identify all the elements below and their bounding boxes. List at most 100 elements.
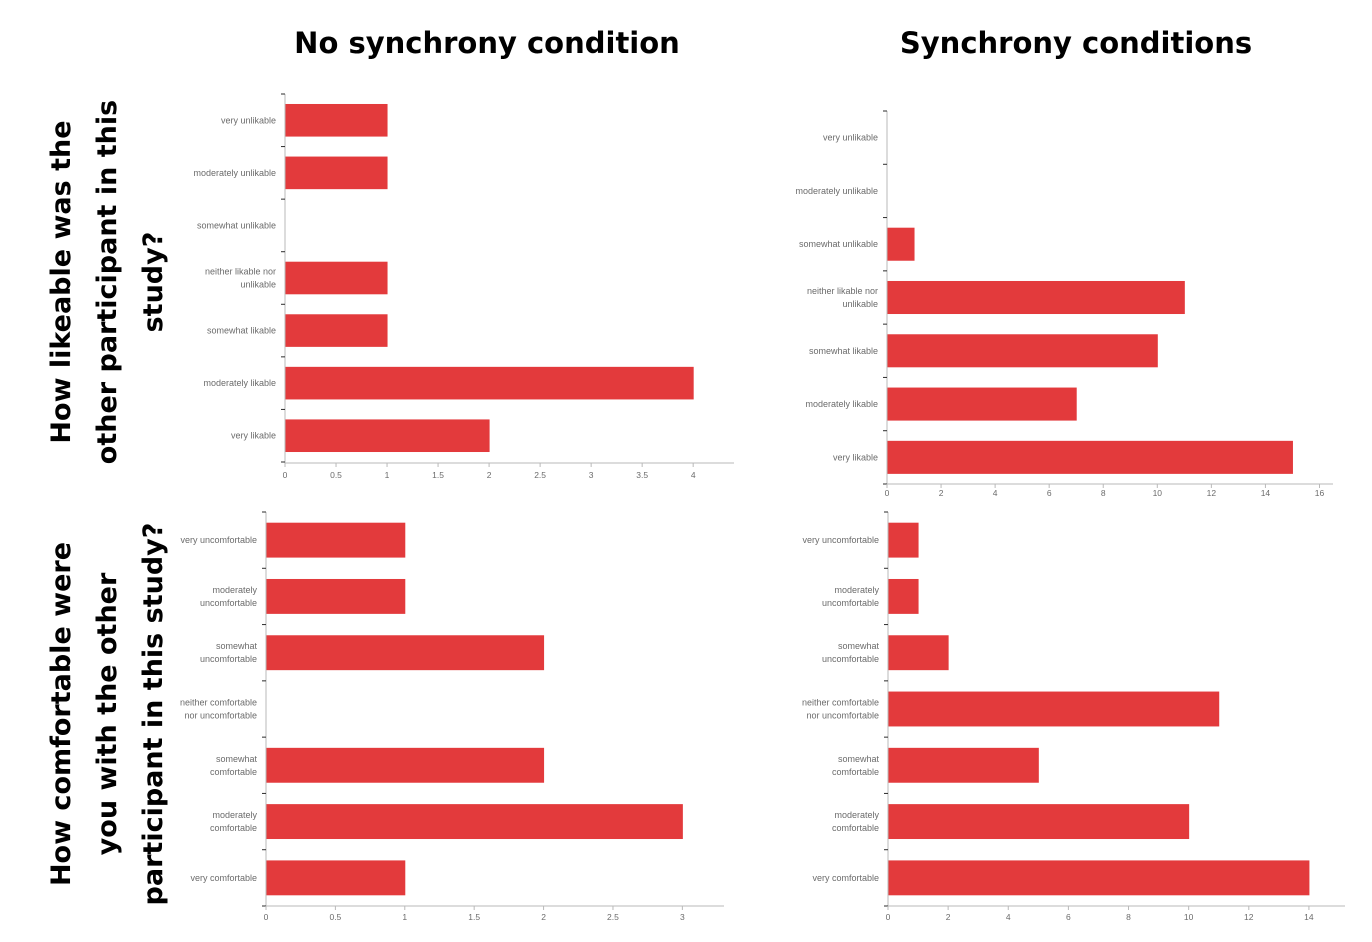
likeable-no-sync-category-label: moderately unlikable [193, 168, 276, 178]
likeable-sync-chart: very unlikable moderately unlikable somewh… [795, 110, 1333, 498]
comfortable-no-sync-bar [266, 578, 406, 614]
likeable-sync-bar [887, 280, 1185, 315]
likeable-sync-x-tick-label: 14 [1261, 488, 1271, 498]
likeable-sync-category-label: somewhat likable [809, 346, 878, 356]
comfortable-no-sync-bar [266, 804, 683, 840]
comfortable-sync-bar [888, 691, 1220, 727]
likeable-no-sync-bar [285, 419, 490, 453]
likeable-sync-category-label: somewhat unlikable [799, 239, 878, 249]
likeable-sync-x-tick-label: 2 [939, 488, 944, 498]
likeable-no-sync-x-tick-label: 1.5 [432, 470, 444, 480]
likeable-no-sync-category-label: unlikable [240, 280, 276, 290]
likeable-sync-bar [887, 440, 1293, 474]
likeable-sync-bar [887, 387, 1077, 421]
comfortable-no-sync-bar [266, 522, 406, 558]
comfortable-sync-x-tick-label: 14 [1304, 912, 1314, 922]
likeable-sync-x-tick-label: 0 [885, 488, 890, 498]
comfortable-sync-x-tick-label: 10 [1184, 912, 1194, 922]
likeable-no-sync-bar [285, 261, 388, 295]
likeable-sync-x-tick-label: 6 [1047, 488, 1052, 498]
likeable-no-sync-category-label: neither likable nor [205, 267, 276, 277]
comfortable-no-sync-x-tick-label: 2.5 [607, 912, 619, 922]
comfortable-sync-bar [888, 578, 919, 614]
comfortable-sync-bar [888, 860, 1310, 896]
likeable-no-sync-bar [285, 156, 388, 190]
comfortable-no-sync-x-tick-label: 0 [264, 912, 269, 922]
comfortable-sync-x-tick-label: 6 [1066, 912, 1071, 922]
likeable-sync-category-label: moderately unlikable [795, 186, 878, 196]
likeable-no-sync-x-tick-label: 4 [691, 470, 696, 480]
comfortable-sync-category-label: uncomfortable [822, 598, 879, 608]
comfortable-no-sync-bar [266, 860, 406, 896]
comfortable-no-sync-bar [266, 747, 545, 783]
comfortable-sync-x-tick-label: 12 [1244, 912, 1254, 922]
comfortable-no-sync-category-label: comfortable [210, 823, 257, 833]
comfortable-no-sync-x-tick-label: 1 [402, 912, 407, 922]
comfortable-sync-x-tick-label: 2 [946, 912, 951, 922]
likeable-no-sync-category-label: very likable [231, 431, 276, 441]
column-title-synchrony: Synchrony conditions [899, 26, 1253, 60]
comfortable-sync-category-label: very comfortable [812, 873, 879, 883]
comfortable-sync-x-tick-label: 4 [1006, 912, 1011, 922]
comfortable-sync-category-label: moderately [834, 585, 879, 595]
comfortable-sync-bar [888, 522, 919, 558]
comfortable-no-sync-category-label: comfortable [210, 767, 257, 777]
comfortable-sync-category-label: moderately [834, 810, 879, 820]
likeable-no-sync-category-label: somewhat likable [207, 326, 276, 336]
comfortable-sync-chart: very uncomfortable moderately uncomfortabl… [802, 511, 1345, 922]
likeable-sync-bar [887, 334, 1158, 368]
likeable-sync-x-tick-label: 4 [993, 488, 998, 498]
comfortable-sync-category-label: uncomfortable [822, 654, 879, 664]
likeable-no-sync-bar [285, 103, 388, 137]
comfortable-no-sync-x-tick-label: 1.5 [468, 912, 480, 922]
likeable-no-sync-x-tick-label: 1 [385, 470, 390, 480]
comfortable-no-sync-category-label: very comfortable [190, 873, 257, 883]
likeable-sync-bar [887, 227, 915, 261]
comfortable-no-sync-x-tick-label: 0.5 [329, 912, 341, 922]
comfortable-sync-category-label: somewhat [838, 754, 880, 764]
likeable-sync-x-tick-label: 16 [1315, 488, 1325, 498]
comfortable-sync-category-label: comfortable [832, 823, 879, 833]
comfortable-no-sync-category-label: very uncomfortable [180, 535, 257, 545]
comfortable-sync-bar [888, 747, 1039, 783]
comfortable-sync-category-label: very uncomfortable [802, 535, 879, 545]
comfortable-no-sync-category-label: moderately [212, 810, 257, 820]
comfortable-no-sync-chart: very uncomfortable moderately uncomfortabl… [180, 511, 724, 922]
comfortable-sync-x-tick-label: 8 [1126, 912, 1131, 922]
comfortable-no-sync-category-label: somewhat [216, 641, 258, 651]
comfortable-no-sync-category-label: neither comfortable [180, 698, 257, 708]
comfortable-no-sync-category-label: uncomfortable [200, 598, 257, 608]
comfortable-sync-category-label: comfortable [832, 767, 879, 777]
likeable-no-sync-bar [285, 314, 388, 347]
comfortable-sync-bar [888, 635, 949, 671]
likeable-no-sync-category-label: moderately likable [203, 378, 276, 388]
comfortable-sync-bar [888, 804, 1190, 840]
comfortable-no-sync-x-tick-label: 3 [680, 912, 685, 922]
likeable-no-sync-bar [285, 366, 694, 400]
comfortable-sync-category-label: nor uncomfortable [806, 711, 879, 721]
likeable-no-sync-x-tick-label: 0.5 [330, 470, 342, 480]
likeable-no-sync-chart: very unlikable moderately unlikable somewh… [193, 93, 734, 480]
column-title-no-synchrony: No synchrony condition [294, 26, 680, 60]
comfortable-no-sync-category-label: moderately [212, 585, 257, 595]
comfortable-sync-x-tick-label: 0 [886, 912, 891, 922]
likeable-no-sync-x-tick-label: 2.5 [534, 470, 546, 480]
likeable-sync-category-label: very unlikable [823, 133, 878, 143]
comfortable-no-sync-category-label: uncomfortable [200, 654, 257, 664]
comfortable-no-sync-x-tick-label: 2 [541, 912, 546, 922]
likeable-sync-category-label: unlikable [842, 299, 878, 309]
likeable-sync-x-tick-label: 10 [1153, 488, 1163, 498]
likeable-no-sync-category-label: somewhat unlikable [197, 220, 276, 230]
comfortable-sync-category-label: somewhat [838, 641, 880, 651]
likeable-no-sync-category-label: very unlikable [221, 115, 276, 125]
likeable-no-sync-x-tick-label: 2 [487, 470, 492, 480]
comfortable-no-sync-category-label: somewhat [216, 754, 258, 764]
likeable-sync-x-tick-label: 12 [1207, 488, 1217, 498]
likeable-no-sync-x-tick-label: 3 [589, 470, 594, 480]
comfortable-sync-category-label: neither comfortable [802, 698, 879, 708]
likeable-sync-category-label: neither likable nor [807, 286, 878, 296]
likeable-no-sync-x-tick-label: 3.5 [636, 470, 648, 480]
likeable-no-sync-x-tick-label: 0 [283, 470, 288, 480]
likeable-sync-x-tick-label: 8 [1101, 488, 1106, 498]
